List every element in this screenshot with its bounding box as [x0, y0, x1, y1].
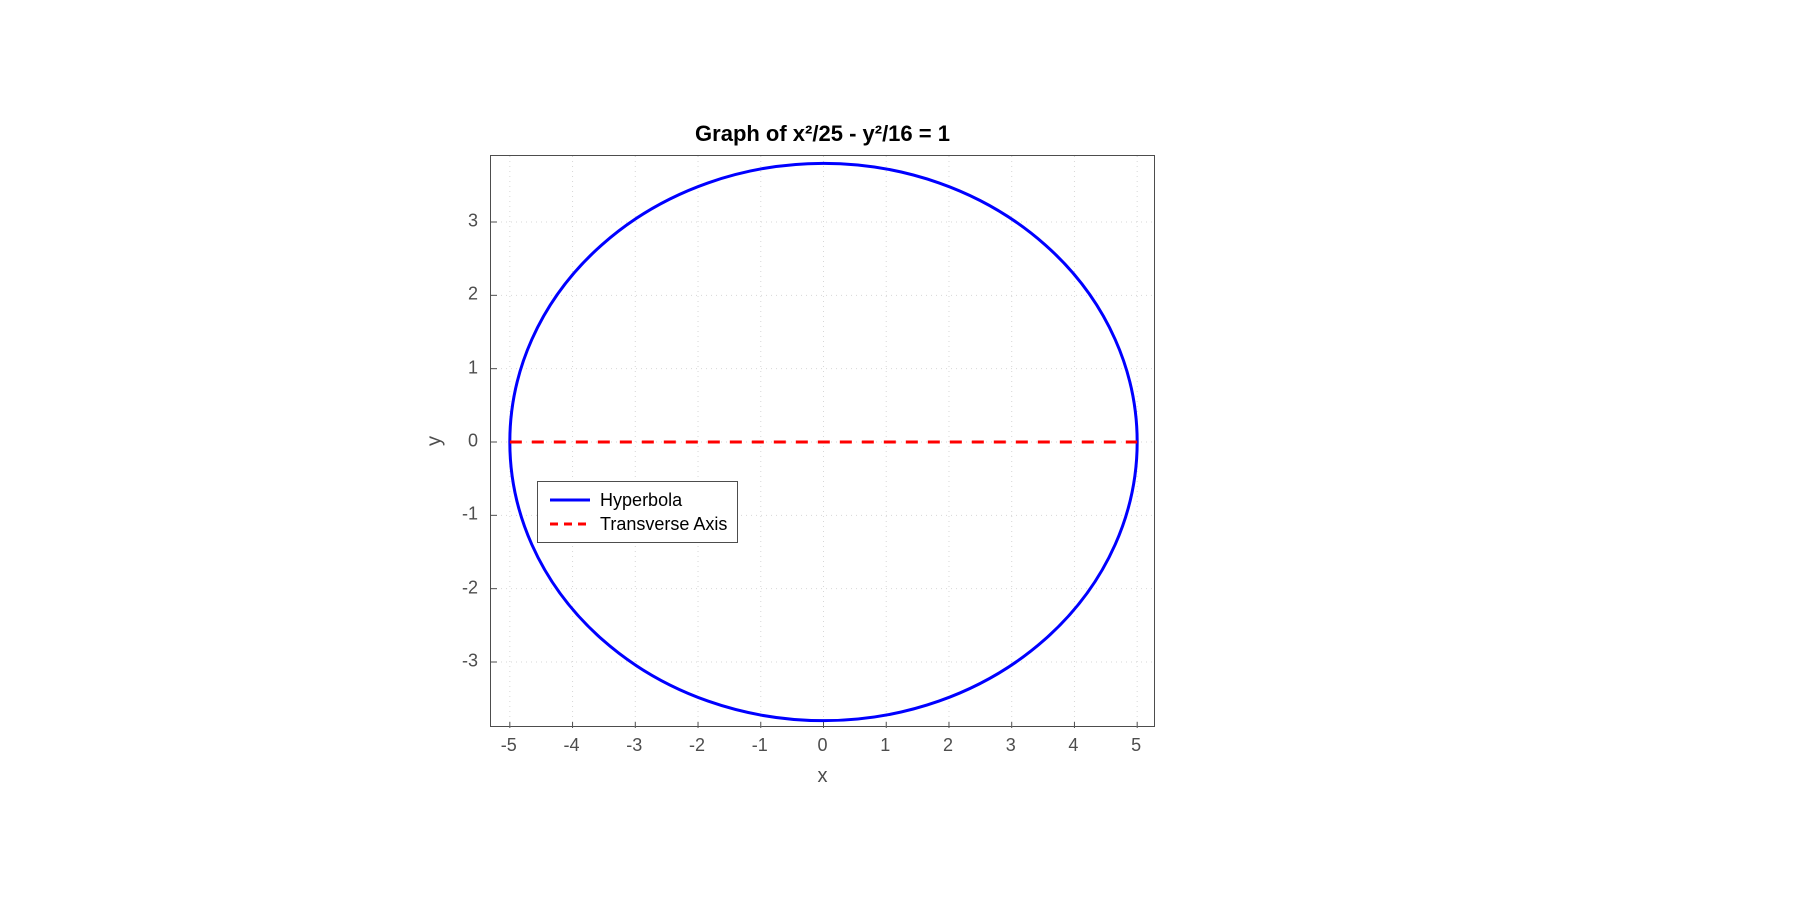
legend-swatch	[548, 490, 592, 510]
chart-title: Graph of x²/25 - y²/16 = 1	[695, 121, 950, 147]
chart-area: Graph of x²/25 - y²/16 = 1 -5 -4 -3 -2 -1 0 1 2 3…	[0, 0, 1800, 900]
x-tick-label: 0	[817, 735, 827, 756]
legend-label: Transverse Axis	[600, 514, 727, 535]
x-tick-label: 3	[1006, 735, 1016, 756]
legend-swatch	[548, 514, 592, 534]
y-tick-label: -3	[462, 651, 478, 672]
legend-item: Hyperbola	[548, 488, 727, 512]
y-axis-label: y	[424, 436, 447, 446]
x-axis-label: x	[818, 765, 828, 788]
legend: Hyperbola Transverse Axis	[537, 481, 738, 543]
legend-item: Transverse Axis	[548, 512, 727, 536]
y-tick-label: 1	[468, 357, 478, 378]
legend-label: Hyperbola	[600, 490, 682, 511]
y-tick-label: -1	[462, 504, 478, 525]
y-tick-label: -2	[462, 577, 478, 598]
x-tick-label: -5	[501, 735, 517, 756]
x-tick-label: 4	[1068, 735, 1078, 756]
y-tick-label: 3	[468, 211, 478, 232]
x-tick-label: 5	[1131, 735, 1141, 756]
x-tick-label: -2	[689, 735, 705, 756]
x-tick-label: -1	[752, 735, 768, 756]
x-tick-label: 2	[943, 735, 953, 756]
y-tick-label: 0	[468, 431, 478, 452]
x-tick-label: -3	[626, 735, 642, 756]
y-tick-label: 2	[468, 284, 478, 305]
plot-box	[490, 155, 1155, 727]
x-tick-label: -4	[564, 735, 580, 756]
x-tick-label: 1	[880, 735, 890, 756]
